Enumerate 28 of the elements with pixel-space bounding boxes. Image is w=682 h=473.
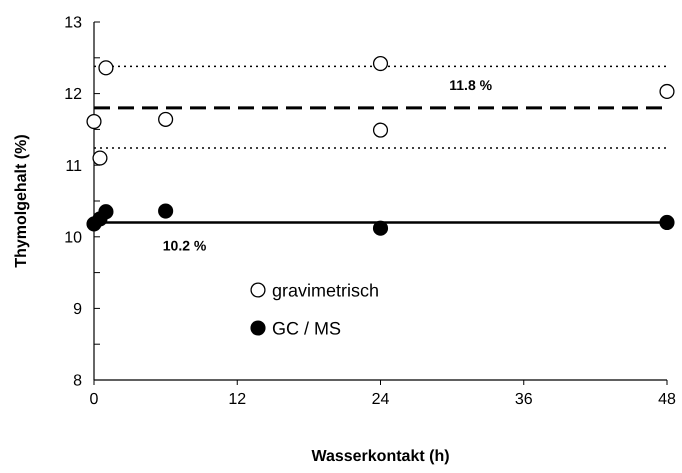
x-tick-label: 36	[514, 391, 533, 408]
point	[659, 214, 675, 230]
point	[92, 150, 108, 166]
y-axis-title: Thymolgehalt (%)	[13, 134, 30, 268]
y-tick-label: 13	[64, 14, 82, 32]
x-tick-label: 24	[372, 391, 390, 408]
point	[158, 203, 174, 219]
x-tick-label: 48	[658, 391, 676, 408]
legend-label: GC / MS	[272, 318, 342, 338]
y-tick-label: 9	[73, 301, 82, 318]
x-tick-label: 12	[228, 391, 246, 408]
point	[372, 122, 388, 138]
point	[372, 56, 388, 72]
y-tick-label: 12	[64, 86, 82, 104]
point	[98, 60, 114, 76]
x-axis-title: Wasserkontakt (h)	[311, 448, 450, 465]
point	[158, 112, 174, 127]
ref-line-label: 11.8 %	[449, 76, 493, 93]
y-tick-label: 10	[64, 229, 82, 246]
point	[98, 204, 114, 220]
ref-line-label: 10.2 %	[162, 237, 207, 254]
y-tick-label: 11	[65, 158, 82, 175]
x-tick-label: 0	[90, 391, 99, 408]
point	[86, 114, 102, 130]
legend-label: gravimetrisch	[272, 280, 380, 300]
point	[372, 220, 388, 236]
point	[659, 84, 675, 99]
y-tick-label: 8	[73, 372, 82, 390]
